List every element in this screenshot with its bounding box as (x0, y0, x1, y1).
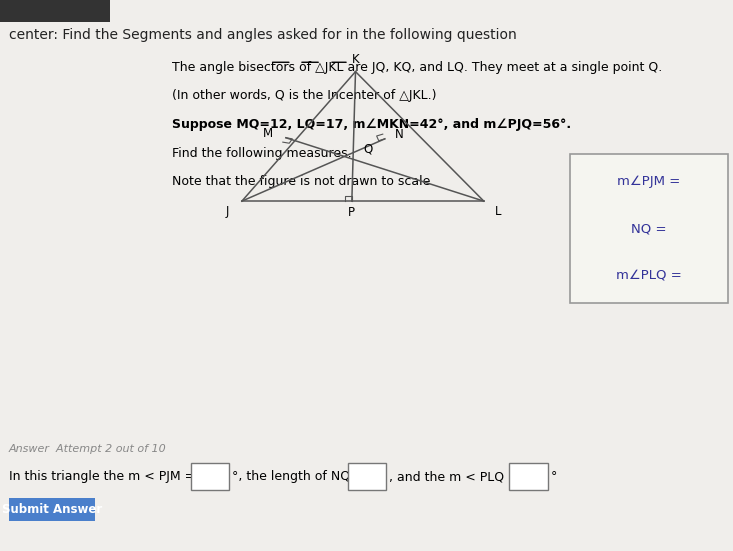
Bar (570, 154, 728, 303)
Text: Answer  Attempt 2 out of 10: Answer Attempt 2 out of 10 (9, 444, 166, 453)
Text: The angle bisectors of △JKL are JQ, KQ, and LQ. They meet at a single point Q.: The angle bisectors of △JKL are JQ, KQ, … (172, 61, 663, 74)
Text: P: P (348, 206, 356, 219)
Bar (0, 0, 110, 22)
Text: Find the following measures.: Find the following measures. (172, 147, 352, 160)
Bar (509, 463, 548, 490)
Bar (9, 498, 95, 521)
Text: Submit Answer: Submit Answer (2, 503, 102, 516)
Text: K: K (352, 53, 359, 66)
Text: (In other words, Q is the Incenter of △JKL.): (In other words, Q is the Incenter of △J… (172, 89, 437, 102)
Text: °: ° (550, 470, 557, 483)
Text: center: Find the Segments and angles asked for in the following question: center: Find the Segments and angles ask… (9, 28, 517, 41)
Text: , and the m < PLQ =: , and the m < PLQ = (389, 470, 523, 483)
Text: Suppose MQ=12, LQ=17, m∠MKN=42°, and m∠PJQ=56°.: Suppose MQ=12, LQ=17, m∠MKN=42°, and m∠P… (172, 118, 572, 131)
Text: NQ =: NQ = (631, 222, 667, 235)
Text: °, the length of NQ =: °, the length of NQ = (232, 470, 369, 483)
Text: M: M (262, 127, 273, 140)
Text: Note that the figure is not drawn to scale.: Note that the figure is not drawn to sca… (172, 175, 435, 188)
Text: In this triangle the m < PJM =: In this triangle the m < PJM = (9, 470, 199, 483)
Bar (191, 463, 229, 490)
Text: L: L (496, 204, 501, 218)
Bar (348, 463, 386, 490)
Text: m∠PJM =: m∠PJM = (617, 175, 681, 188)
Text: Q: Q (364, 142, 372, 155)
Text: J: J (226, 204, 229, 218)
Text: N: N (395, 128, 404, 141)
Text: m∠PLQ =: m∠PLQ = (616, 269, 682, 282)
